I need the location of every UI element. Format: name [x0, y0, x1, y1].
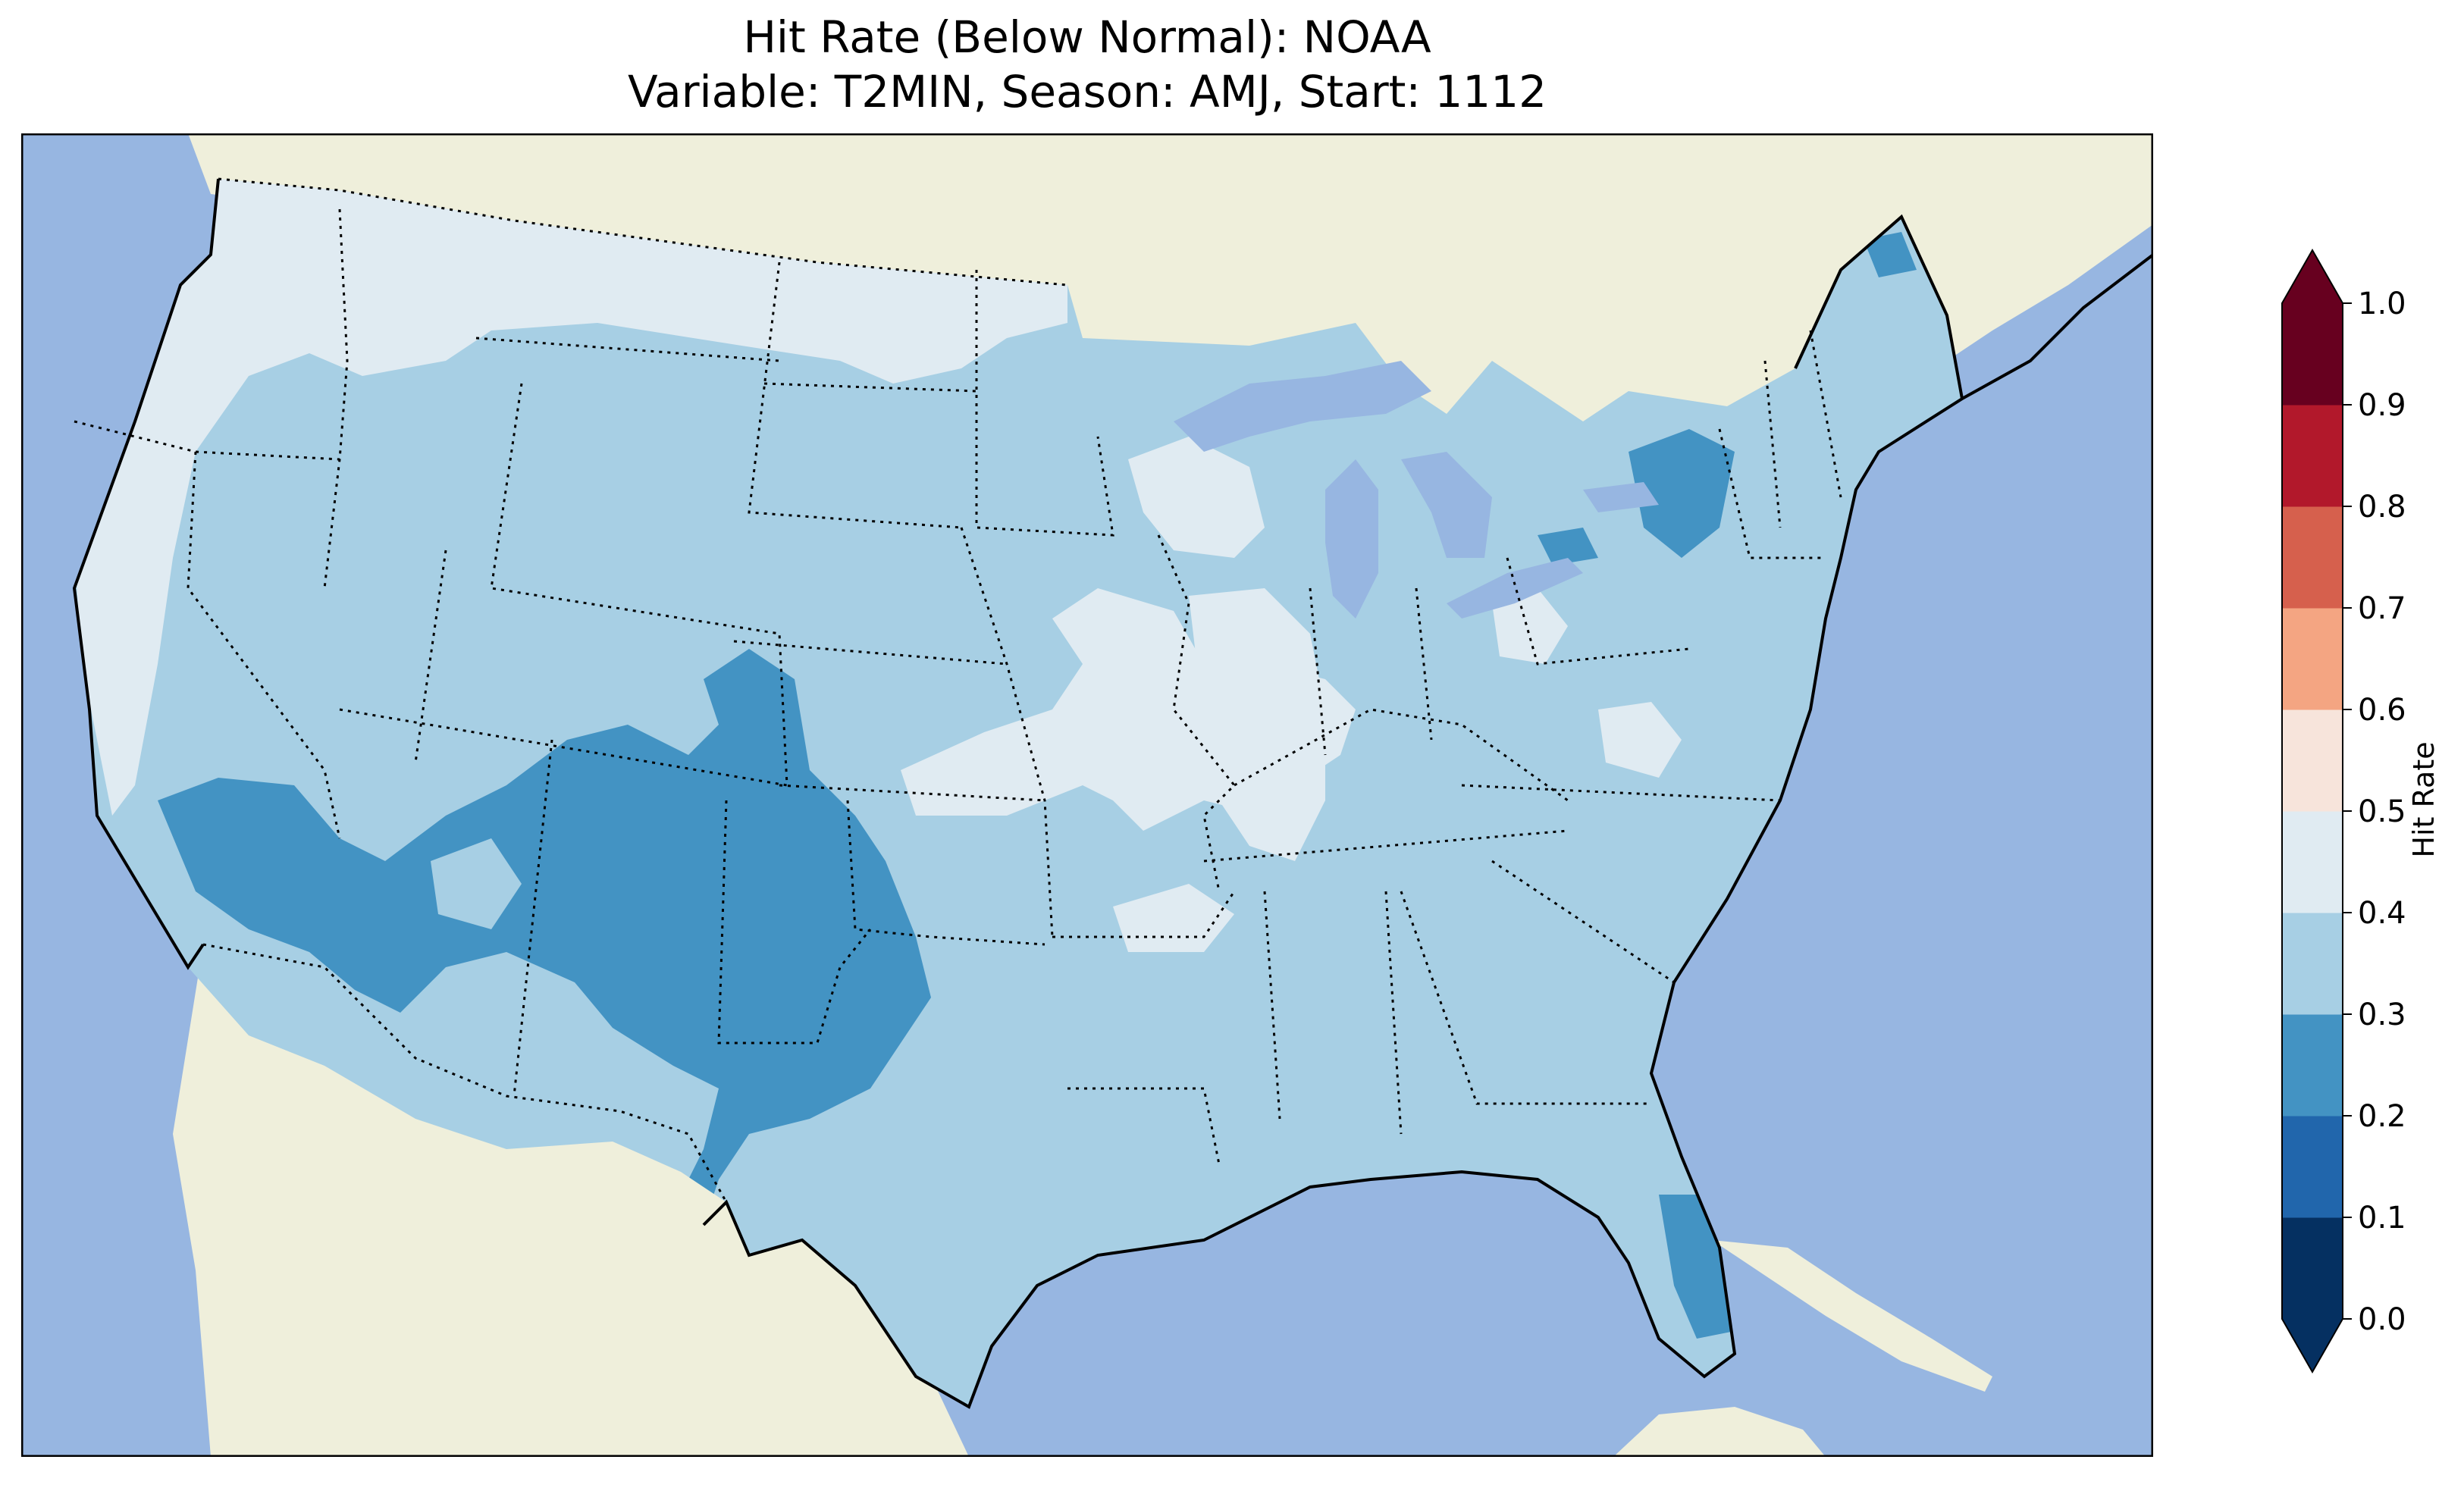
chart-title: Hit Rate (Below Normal): NOAA [743, 11, 1431, 63]
region-ohio-valley-0.4-0.5 [1492, 588, 1568, 664]
colorbar-segments [2281, 248, 2343, 1374]
colorbar-bin-0.8-0.9 [2282, 405, 2343, 507]
border-california-nevada [187, 451, 341, 839]
colorbar-bin-0.5-0.6 [2282, 709, 2343, 812]
region-maine-0.2-0.3 [1864, 232, 1917, 277]
border-us-mexico [202, 943, 728, 1203]
border-idaho-east [323, 208, 349, 589]
state-boundaries [74, 177, 1842, 1203]
region-illinois-0.4-0.5 [1189, 588, 1325, 861]
border-virginia-nc [1461, 784, 1781, 802]
border-carolinas [1491, 860, 1675, 984]
border-indiana-ohio [1309, 587, 1433, 756]
colorbar-tick-label: 0.4 [2358, 896, 2406, 931]
map-panel [21, 133, 2153, 1457]
colorbar-bin-0.7-0.8 [2282, 506, 2343, 609]
region-wisconsin-0.4-0.5 [1128, 437, 1265, 558]
lake-superior [1174, 361, 1431, 452]
border-new-england [1718, 330, 1842, 559]
region-florida-0.2-0.3 [1659, 1195, 1735, 1339]
region-lake-erie-0.2-0.3 [1538, 528, 1598, 565]
colorbar-bin-0.2-0.3 [2282, 1014, 2343, 1117]
colorbar-tick-label: 0.6 [2358, 693, 2406, 728]
region-northwest-0.4-0.5 [74, 179, 1067, 816]
border-oklahoma-texas [846, 800, 1045, 946]
lake-huron [1401, 452, 1492, 558]
colorbar-tick-label: 0.5 [2358, 794, 2406, 829]
colorbar-tick-label: 0.0 [2358, 1302, 2406, 1337]
great-lakes [1174, 361, 1659, 619]
colorbar-tick-label: 0.2 [2358, 1099, 2406, 1134]
colorbar-tick-label: 0.8 [2358, 490, 2406, 525]
border-minnesota [975, 270, 1114, 537]
region-southwest-inner-0.3-0.4 [431, 838, 522, 929]
border-nm-texas [717, 800, 872, 1045]
colorbar-bin-0-0.1 [2282, 1217, 2343, 1320]
border-missouri-illinois [1157, 534, 1237, 892]
region-southwest-0.2-0.3 [158, 649, 931, 1225]
colorbar-ticks: 0.0 0.1 0.2 0.3 0.4 0.5 0.6 0.7 0.8 0.9 1.0 [2343, 287, 2406, 1337]
colorbar-bin-0.3-0.4 [2282, 913, 2343, 1015]
colorbar-tick-label: 0.3 [2358, 998, 2406, 1032]
region-arkansas-0.4-0.5 [1113, 884, 1234, 952]
yucatan-landmass [1613, 1407, 1826, 1457]
border-four-corners [339, 708, 788, 787]
border-montana-wyoming [475, 337, 780, 362]
colorbar-tick-label: 0.7 [2358, 591, 2406, 626]
us-coastline [72, 178, 2153, 1409]
border-colorado [490, 383, 788, 786]
border-kentucky [1234, 708, 1569, 802]
lake-michigan [1325, 459, 1378, 619]
colorbar-tick-label: 1.0 [2358, 287, 2406, 321]
cuba-landmass [1712, 1240, 1992, 1392]
colorbar-extend-min [2282, 1319, 2343, 1372]
border-utah-colorado [414, 550, 447, 763]
chart-subtitle: Variable: T2MIN, Season: AMJ, Start: 111… [628, 66, 1547, 117]
colorbar-bin-0.6-0.7 [2282, 608, 2343, 710]
border-tennessee [1203, 829, 1569, 863]
colorbar-bin-0.1-0.2 [2282, 1116, 2343, 1218]
border-pennsylvania [1506, 557, 1690, 666]
region-upstate-ny-0.2-0.3 [1629, 429, 1735, 558]
colorbar-tick-label: 0.1 [2358, 1201, 2406, 1236]
border-georgia [1400, 891, 1651, 1105]
border-nd-sd [763, 382, 977, 393]
region-virginia-0.4-0.5 [1598, 702, 1682, 778]
border-arkansas [1052, 891, 1236, 938]
map-frame [21, 133, 2153, 1457]
colorbar-bin-0.9-1 [2282, 303, 2343, 406]
lake-ontario [1583, 482, 1659, 512]
border-arizona-newmexico [513, 739, 553, 1097]
colorbar: 0.0 0.1 0.2 0.3 0.4 0.5 0.6 0.7 0.8 0.9 1.0 Hit Ra… [2281, 248, 2440, 1374]
colorbar-extend-max [2282, 250, 2343, 303]
colorbar-bin-0.4-0.5 [2282, 811, 2343, 913]
border-louisiana [1067, 1087, 1221, 1165]
border-mississippi-alabama [1263, 891, 1403, 1135]
border-kansas-oklahoma [779, 784, 1045, 802]
lake-erie [1447, 558, 1583, 619]
colorbar-label: Hit Rate [2407, 741, 2440, 857]
colorbar-tick-label: 0.9 [2358, 388, 2406, 423]
border-dakotas [748, 262, 962, 529]
